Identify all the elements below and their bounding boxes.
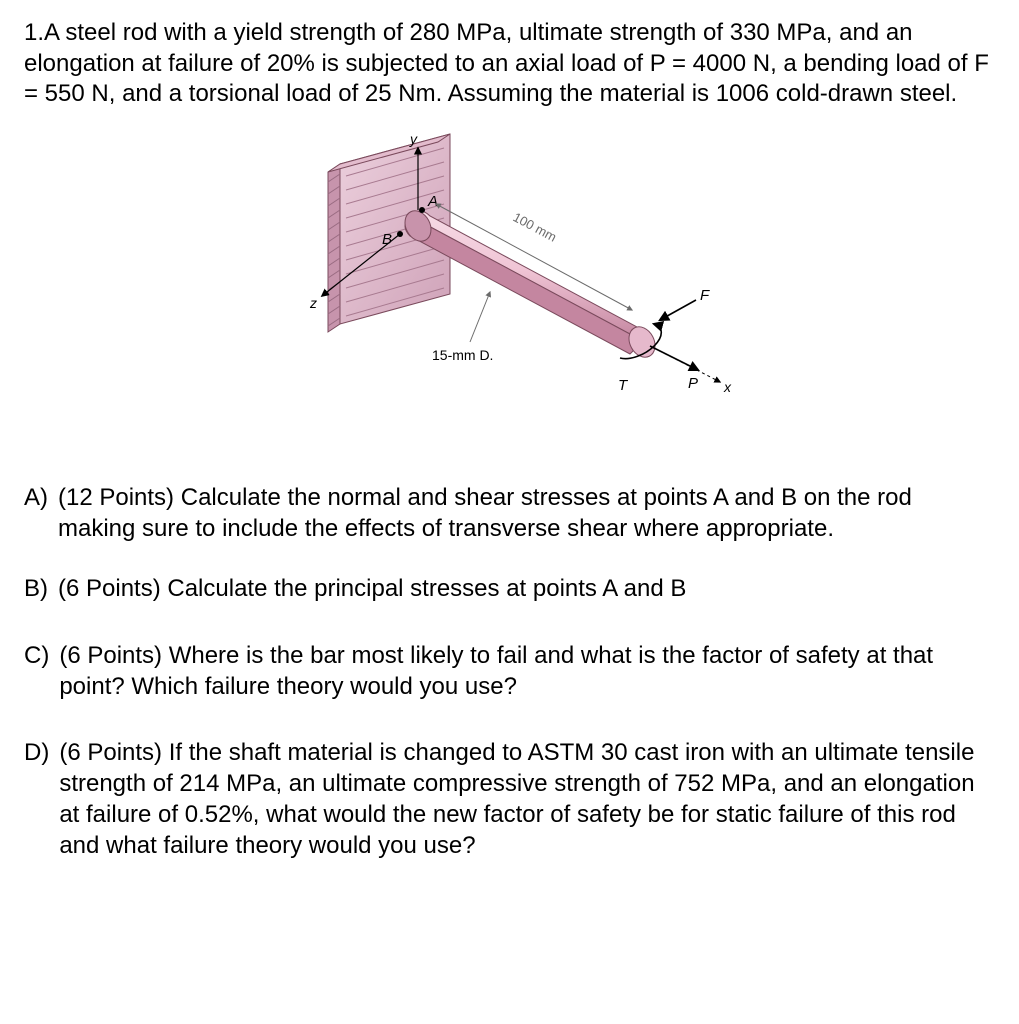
axial-force-label: P xyxy=(688,375,698,392)
z-axis-label: z xyxy=(309,295,317,311)
axial-force-arrow xyxy=(650,346,698,370)
part-a-points: (12 Points) xyxy=(58,484,174,511)
bending-force-label: F xyxy=(700,287,710,304)
part-c: C) (6 Points) Where is the bar most like… xyxy=(24,641,995,702)
part-c-text: (6 Points) Where is the bar most likely … xyxy=(59,641,995,702)
diameter-label: 15-mm D. xyxy=(432,347,493,363)
rod-diagram-svg: A B y z 100 mm 15-mm D. x xyxy=(250,124,770,444)
part-b: B) (6 Points) Calculate the principal st… xyxy=(24,574,995,605)
diameter-leader xyxy=(470,292,490,342)
page: 1.A steel rod with a yield strength of 2… xyxy=(0,0,1019,931)
cantilever-rod-figure: A B y z 100 mm 15-mm D. x xyxy=(250,124,770,453)
part-d: D) (6 Points) If the shaft material is c… xyxy=(24,738,995,861)
part-c-body: Where is the bar most likely to fail and… xyxy=(59,642,933,700)
problem-intro: 1.A steel rod with a yield strength of 2… xyxy=(24,18,995,110)
part-a: A) (12 Points) Calculate the normal and … xyxy=(24,483,995,544)
part-d-points: (6 Points) xyxy=(59,739,162,766)
length-dimension-label: 100 mm xyxy=(510,210,559,245)
part-a-label: A) xyxy=(24,483,58,544)
point-a-label: A xyxy=(427,193,438,210)
part-d-text: (6 Points) If the shaft material is chan… xyxy=(59,738,995,861)
part-b-label: B) xyxy=(24,574,58,605)
bending-force-arrow xyxy=(660,300,696,320)
y-axis-label: y xyxy=(409,131,418,147)
part-b-points: (6 Points) xyxy=(58,575,161,602)
part-b-text: (6 Points) Calculate the principal stres… xyxy=(58,574,995,605)
x-axis-label: x xyxy=(723,379,732,395)
point-a-marker xyxy=(419,207,425,213)
part-b-body: Calculate the principal stresses at poin… xyxy=(167,575,686,602)
figure-container: A B y z 100 mm 15-mm D. x xyxy=(24,124,995,453)
part-c-points: (6 Points) xyxy=(59,642,162,669)
part-a-text: (12 Points) Calculate the normal and she… xyxy=(58,483,995,544)
torque-label: T xyxy=(618,377,629,394)
part-c-label: C) xyxy=(24,641,59,702)
point-b-label: B xyxy=(382,231,392,248)
part-d-body: If the shaft material is changed to ASTM… xyxy=(59,739,974,858)
part-a-body: Calculate the normal and shear stresses … xyxy=(58,484,912,542)
part-d-label: D) xyxy=(24,738,59,861)
